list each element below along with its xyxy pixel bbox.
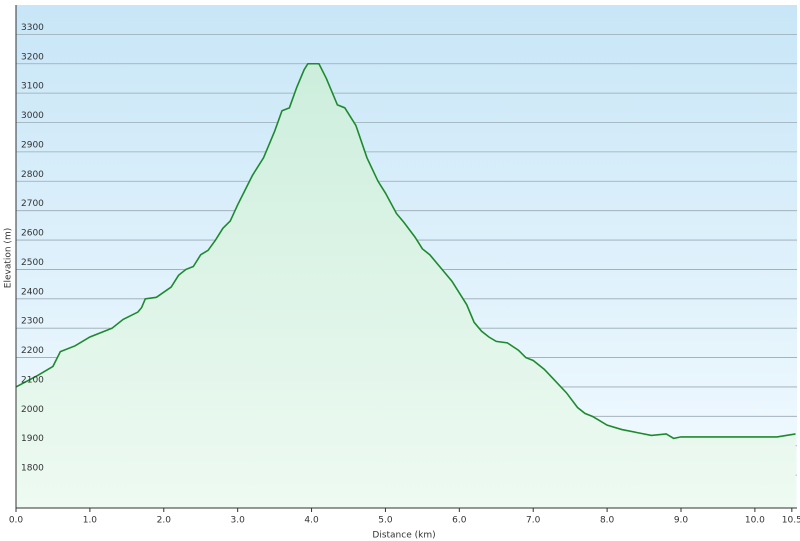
y-tick-label: 2800 [21, 170, 44, 180]
x-axis-label: Distance (km) [372, 531, 435, 541]
x-tick-label: 2.0 [157, 516, 172, 526]
y-tick-label: 3200 [21, 52, 44, 62]
x-tick-label: 8.0 [600, 516, 615, 526]
y-tick-label: 2100 [21, 375, 44, 385]
y-tick-label: 2700 [21, 199, 44, 209]
x-tick-label: 7.0 [526, 516, 541, 526]
x-tick-label: 4.0 [304, 516, 319, 526]
x-tick-label: 10.0 [745, 516, 765, 526]
y-tick-label: 2900 [21, 140, 44, 150]
y-tick-label: 2300 [21, 317, 44, 327]
x-tick-label: 9.0 [674, 516, 689, 526]
x-tick-label: 0.0 [9, 516, 24, 526]
y-tick-label: 2500 [21, 258, 44, 268]
y-tick-label: 3000 [21, 111, 44, 121]
x-tick-label: 10.5 [782, 516, 800, 526]
y-tick-label: 1800 [21, 464, 44, 474]
y-tick-label: 2600 [21, 229, 44, 239]
y-tick-label: 2400 [21, 287, 44, 297]
y-tick-label: 3100 [21, 82, 44, 92]
x-tick-label: 5.0 [378, 516, 393, 526]
x-tick-label: 1.0 [83, 516, 98, 526]
y-tick-label: 1900 [21, 434, 44, 444]
elevation-line [15, 62, 796, 440]
y-tick-label: 2000 [21, 405, 44, 415]
y-tick-label: 2200 [21, 346, 44, 356]
y-tick-label: 3300 [21, 23, 44, 33]
x-tick-label: 6.0 [452, 516, 467, 526]
area-fill [16, 63, 796, 508]
y-axis-label: Elevation (m) [4, 228, 14, 288]
x-tick-label: 3.0 [231, 516, 246, 526]
